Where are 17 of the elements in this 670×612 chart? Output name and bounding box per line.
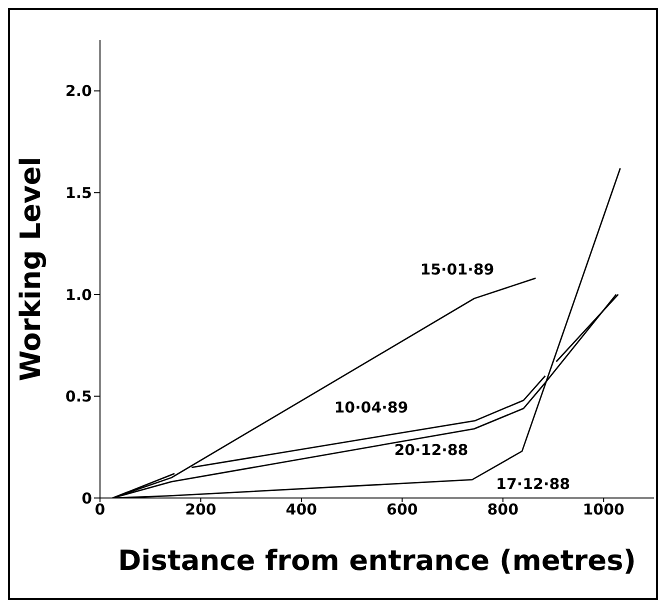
x-tick-label: 200 [185, 500, 216, 519]
x-tick-label: 800 [487, 500, 519, 519]
x-tick-label: 600 [386, 500, 418, 519]
y-tick-label: 1.5 [65, 184, 92, 202]
series-label: 17·12·88 [496, 475, 570, 494]
y-axis-title: Working Level [14, 156, 47, 382]
y-tick-label: 0 [82, 489, 92, 508]
y-tick-label: 2.0 [65, 82, 92, 100]
x-tick-label: 0 [94, 500, 106, 519]
series-label: 20·12·88 [394, 440, 468, 459]
series-label: 15·01·89 [420, 260, 494, 279]
y-tick-label: 1.0 [65, 286, 92, 304]
x-axis-title: Distance from entrance (metres) [118, 544, 636, 577]
x-tick-label: 1000 [582, 500, 625, 519]
x-tick-label: 400 [286, 500, 318, 519]
y-tick-label: 0.5 [65, 388, 92, 406]
series-label: 10·04·89 [334, 398, 408, 417]
